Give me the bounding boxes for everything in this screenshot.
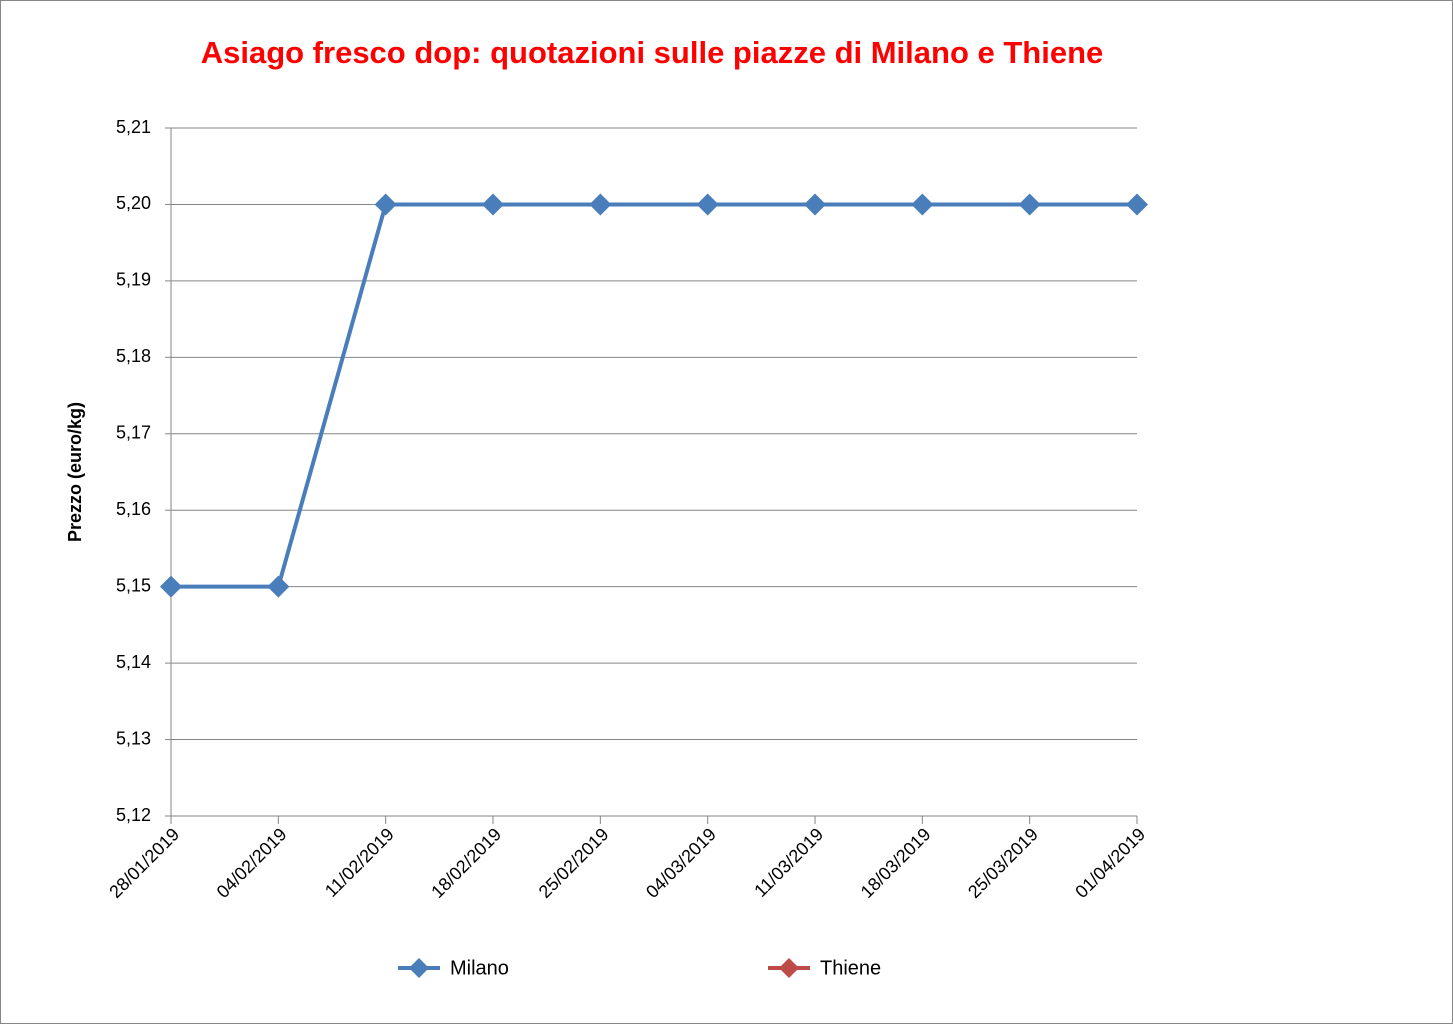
legend-label: Milano <box>450 957 509 979</box>
y-tick-label: 5,12 <box>116 805 151 825</box>
data-marker <box>374 193 397 216</box>
y-tick-label: 5,13 <box>116 728 151 748</box>
y-axis-label: Prezzo (euro/kg) <box>65 402 85 542</box>
data-marker <box>804 193 826 216</box>
data-marker <box>160 575 182 598</box>
data-marker <box>589 193 612 216</box>
y-tick-label: 5,20 <box>116 193 151 213</box>
data-marker <box>1018 193 1041 216</box>
legend-marker <box>779 958 799 978</box>
y-tick-label: 5,14 <box>116 652 151 672</box>
legend-label: Thiene <box>820 957 881 979</box>
y-tick-label: 5,18 <box>116 346 151 366</box>
y-tick-label: 5,16 <box>116 499 151 519</box>
y-tick-label: 5,21 <box>116 117 151 137</box>
y-tick-label: 5,17 <box>116 423 151 443</box>
data-marker <box>482 193 504 216</box>
data-marker <box>696 193 719 216</box>
data-marker <box>911 193 934 216</box>
y-tick-label: 5,15 <box>116 575 151 595</box>
chart-title: Asiago fresco dop: quotazioni sulle piaz… <box>201 35 1104 70</box>
series-line <box>171 202 1137 589</box>
legend-marker <box>409 958 429 978</box>
data-marker <box>1126 193 1148 216</box>
data-marker <box>267 575 290 598</box>
y-tick-label: 5,19 <box>116 270 151 290</box>
